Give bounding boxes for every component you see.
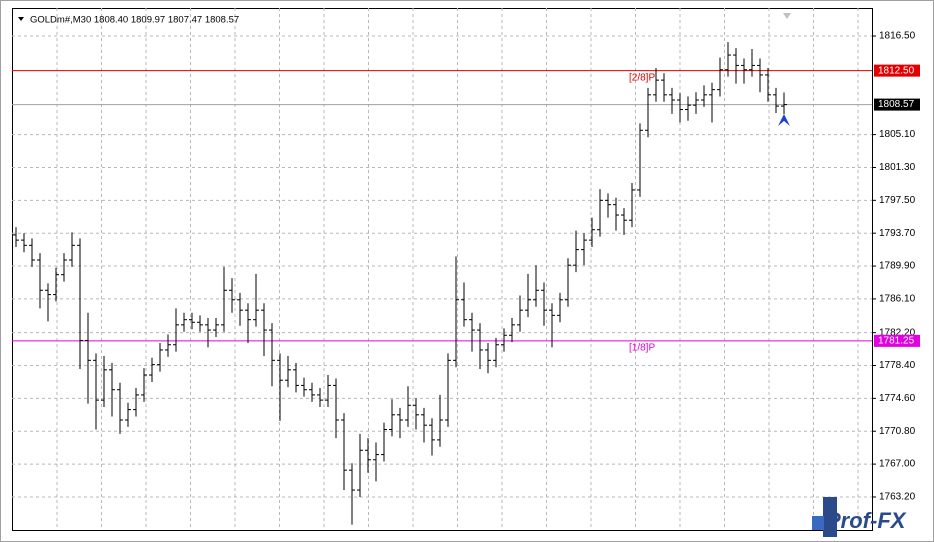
y-tick-label: 1805.10: [879, 129, 916, 140]
watermark-text: Prof-FX: [826, 508, 907, 533]
logo-block: [812, 516, 824, 530]
level-tag: [874, 334, 920, 347]
y-tick-label: 1763.20: [879, 492, 916, 503]
y-tick-label: 1767.00: [879, 459, 916, 470]
y-tick-label: 1793.70: [879, 228, 916, 239]
y-tick-label: 1770.80: [879, 426, 916, 437]
level-value: 1781.25: [878, 336, 915, 347]
grid: [12, 8, 872, 530]
y-tick-label: 1797.50: [879, 195, 916, 206]
menu-triangle[interactable]: [18, 17, 24, 21]
level-name: [1/8]P: [629, 343, 655, 354]
arrow-icon: [778, 114, 790, 126]
y-tick-label: 1774.60: [879, 393, 916, 404]
y-tick-label: 1789.90: [879, 261, 916, 272]
plot-frame: [12, 8, 873, 531]
logo-bar: [823, 497, 837, 537]
y-tick-label: 1778.40: [879, 360, 916, 371]
price-tag: [874, 98, 920, 111]
price-axis: 1816.50 1805.10 1801.30 1797.50 1793.70 1789.…: [872, 31, 920, 503]
level-tag: [874, 64, 920, 77]
watermark: Prof-FX: [812, 497, 907, 537]
y-tick-label: 1782.20: [879, 327, 916, 338]
price-value: 1808.57: [878, 99, 915, 110]
levels: [2/8]P [1/8]P: [12, 70, 872, 354]
shift-marker: [783, 13, 791, 19]
level-value: 1812.50: [878, 65, 915, 76]
chart-title: GOLDm#,M30 1808.40 1809.97 1807.47 1808.…: [30, 15, 239, 26]
bars: [13, 42, 787, 525]
y-tick-label: 1801.30: [879, 162, 916, 173]
y-tick-label: 1816.50: [879, 31, 916, 42]
level-name: [2/8]P: [629, 72, 655, 83]
y-tick-label: 1786.10: [879, 294, 916, 305]
